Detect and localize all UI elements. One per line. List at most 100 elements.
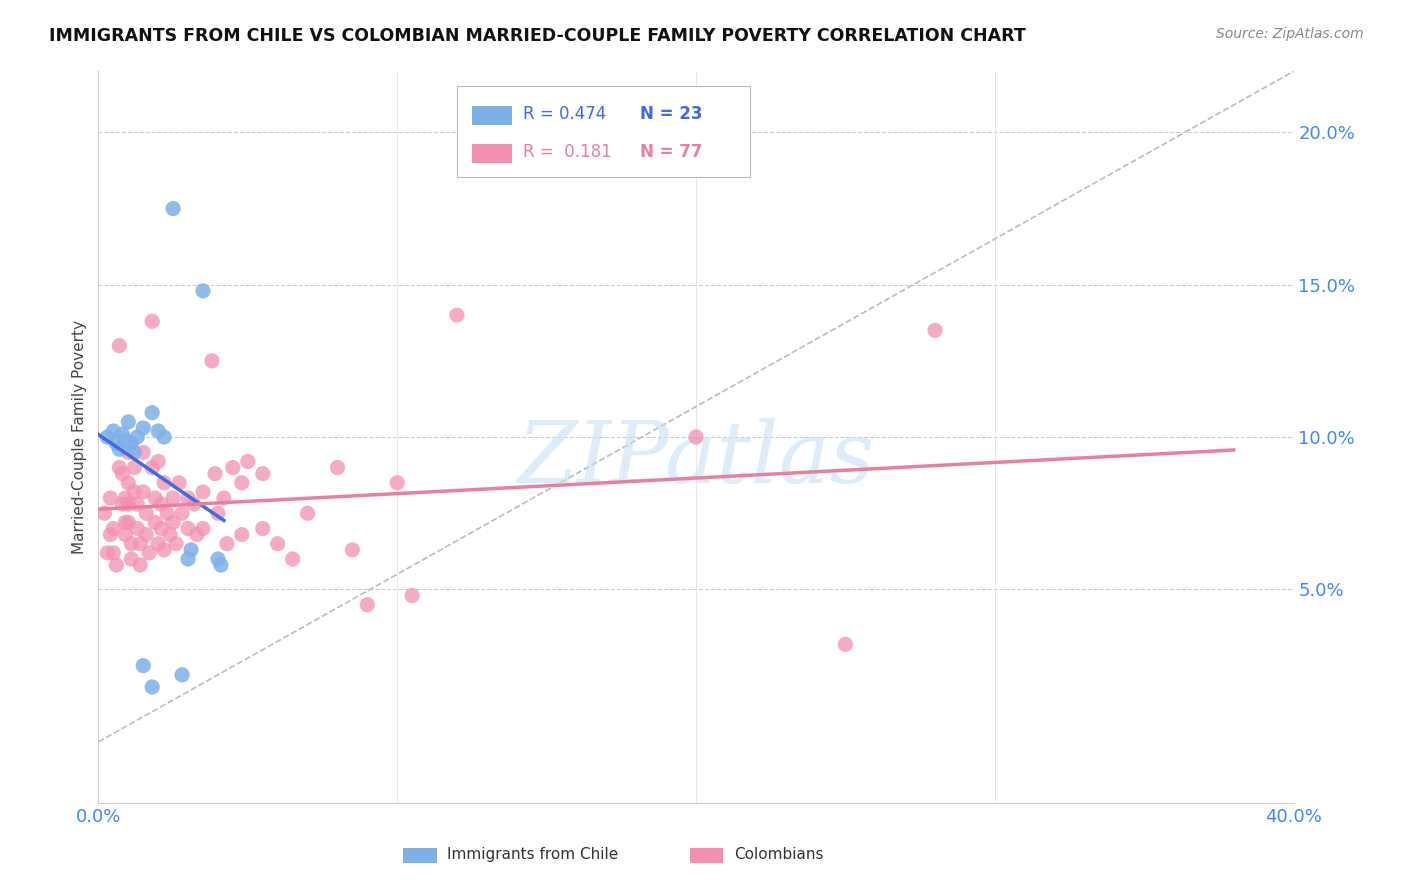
Point xyxy=(162,491,184,505)
Point xyxy=(132,421,155,435)
FancyBboxPatch shape xyxy=(457,86,749,178)
Point xyxy=(114,527,136,541)
Y-axis label: Married-Couple Family Poverty: Married-Couple Family Poverty xyxy=(72,320,87,554)
Point xyxy=(98,527,122,541)
Point xyxy=(148,424,170,438)
Point xyxy=(207,506,229,520)
Text: IMMIGRANTS FROM CHILE VS COLOMBIAN MARRIED-COUPLE FAMILY POVERTY CORRELATION CHA: IMMIGRANTS FROM CHILE VS COLOMBIAN MARRI… xyxy=(49,27,1026,45)
Point xyxy=(120,552,142,566)
Point xyxy=(141,680,163,694)
Point xyxy=(252,521,274,535)
Point xyxy=(117,415,139,429)
Point xyxy=(117,516,139,530)
Point xyxy=(143,491,166,505)
Point xyxy=(191,284,214,298)
Point xyxy=(159,527,181,541)
Point xyxy=(138,546,160,560)
Point xyxy=(191,485,214,500)
Point xyxy=(924,323,946,337)
Point xyxy=(150,521,173,535)
Point xyxy=(183,497,205,511)
Point xyxy=(156,506,179,520)
Point xyxy=(162,202,184,216)
Point xyxy=(267,537,290,551)
Point xyxy=(342,542,364,557)
Point xyxy=(96,546,118,560)
Point xyxy=(105,558,128,573)
Point xyxy=(401,589,423,603)
Point xyxy=(129,537,152,551)
Bar xyxy=(472,106,512,125)
Point xyxy=(148,454,170,468)
Point xyxy=(177,521,200,535)
Point xyxy=(111,497,134,511)
Text: N = 23: N = 23 xyxy=(640,104,703,123)
Text: R =  0.181: R = 0.181 xyxy=(523,143,612,161)
Text: Immigrants from Chile: Immigrants from Chile xyxy=(447,847,619,862)
Point xyxy=(141,314,163,328)
Point xyxy=(143,516,166,530)
Bar xyxy=(472,144,512,163)
Point xyxy=(186,527,208,541)
Point xyxy=(114,433,136,447)
Point xyxy=(108,339,131,353)
Point xyxy=(180,542,202,557)
Point xyxy=(834,637,856,651)
Point xyxy=(103,521,125,535)
Point xyxy=(114,491,136,505)
Point xyxy=(165,537,187,551)
Point xyxy=(231,475,253,490)
Point xyxy=(93,506,115,520)
Point xyxy=(103,546,125,560)
Point xyxy=(167,475,190,490)
Text: Source: ZipAtlas.com: Source: ZipAtlas.com xyxy=(1216,27,1364,41)
Text: N = 77: N = 77 xyxy=(640,143,703,161)
Point xyxy=(222,460,245,475)
Point xyxy=(162,516,184,530)
Bar xyxy=(404,848,437,863)
Point xyxy=(114,516,136,530)
Point xyxy=(172,667,194,681)
Point xyxy=(127,497,149,511)
Point xyxy=(120,537,142,551)
Point xyxy=(281,552,304,566)
Point xyxy=(124,460,146,475)
Point xyxy=(120,436,142,450)
Text: R = 0.474: R = 0.474 xyxy=(523,104,606,123)
Point xyxy=(446,308,468,322)
Point xyxy=(127,430,149,444)
Point xyxy=(129,558,152,573)
Point xyxy=(108,460,131,475)
Point xyxy=(177,552,200,566)
Point xyxy=(111,467,134,481)
Point xyxy=(252,467,274,481)
Point xyxy=(172,506,194,520)
Point xyxy=(117,445,139,459)
Point xyxy=(209,558,232,573)
Point xyxy=(111,427,134,442)
Point xyxy=(98,491,122,505)
Point xyxy=(231,527,253,541)
Point xyxy=(127,521,149,535)
Point xyxy=(385,475,409,490)
Point xyxy=(135,506,157,520)
Point xyxy=(132,658,155,673)
Point xyxy=(212,491,235,505)
Point xyxy=(153,430,176,444)
Point xyxy=(103,424,125,438)
Point xyxy=(204,467,226,481)
Point xyxy=(105,436,128,450)
Point xyxy=(177,491,200,505)
Point xyxy=(326,460,349,475)
Point xyxy=(685,430,707,444)
Point xyxy=(108,442,131,457)
Point xyxy=(135,527,157,541)
Point xyxy=(356,598,378,612)
Point xyxy=(132,445,155,459)
Point xyxy=(141,460,163,475)
Point xyxy=(117,497,139,511)
Point xyxy=(141,406,163,420)
Text: Colombians: Colombians xyxy=(734,847,824,862)
Point xyxy=(153,475,176,490)
Point xyxy=(132,485,155,500)
